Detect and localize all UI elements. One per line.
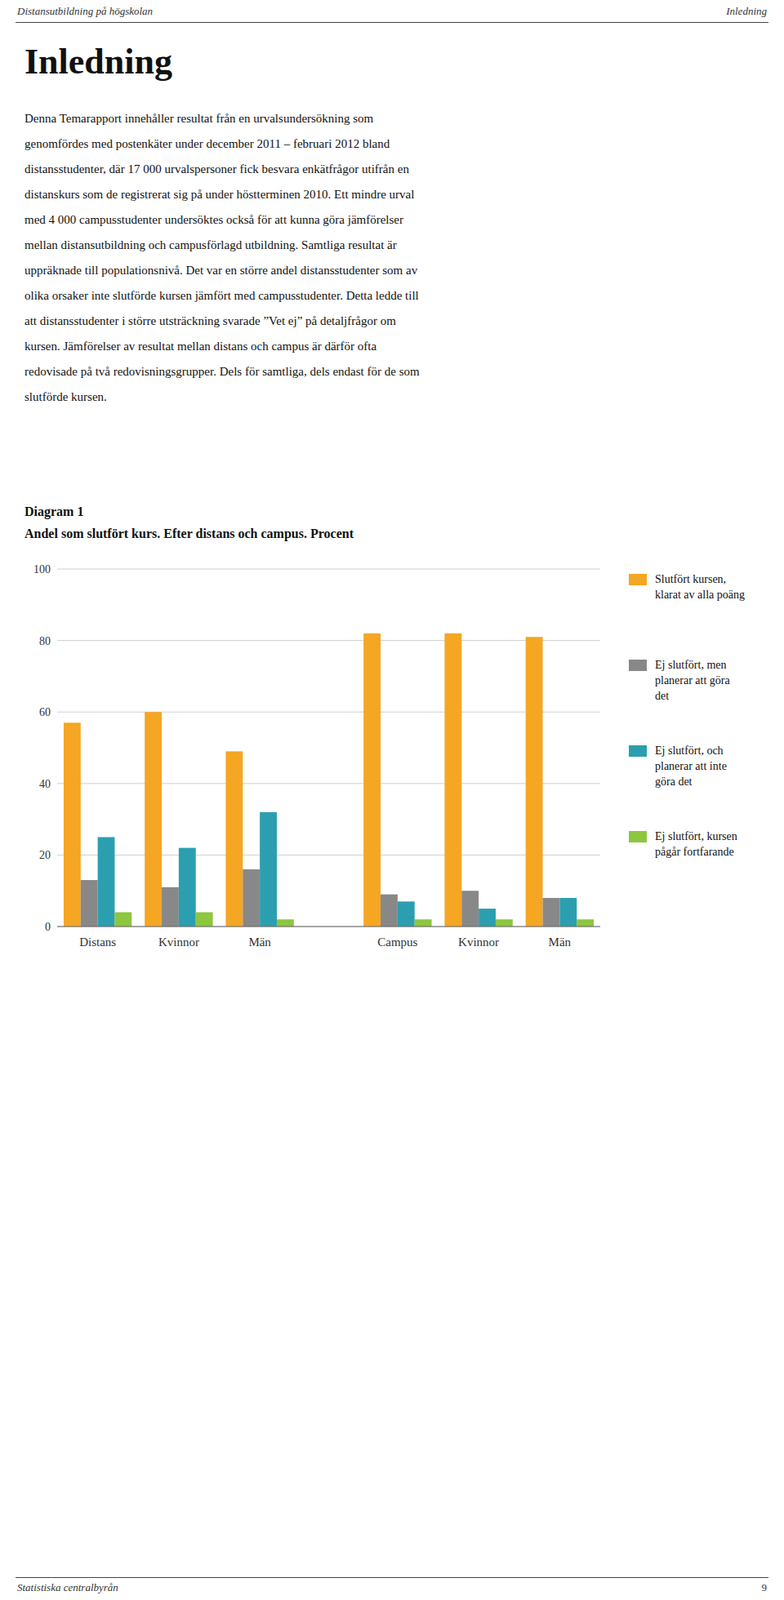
x-tick-label: Distans [79, 935, 116, 949]
intro-line: slutförde kursen. [24, 388, 107, 406]
y-tick-label: 80 [39, 635, 51, 648]
bar [495, 919, 513, 927]
x-axis-line [57, 926, 601, 928]
bar [114, 912, 132, 927]
chart-title: Diagram 1 [24, 504, 84, 520]
intro-line: Denna Temarapport innehåller resultat fr… [24, 110, 374, 127]
bar [525, 637, 544, 927]
bar [161, 887, 179, 927]
legend-entry: Ej slutfört, och planerar att inte göra … [654, 743, 778, 790]
bar [144, 712, 162, 927]
bar [461, 890, 479, 927]
intro-line: kursen. Jämförelser av resultat mellan d… [24, 338, 377, 355]
legend-swatch [628, 745, 647, 758]
bar [543, 898, 561, 927]
bar [259, 812, 277, 927]
header-left: Distansutbildning på högskolan [17, 4, 153, 18]
intro-line: genomfördes med postenkäter under decemb… [24, 135, 390, 152]
grid-line [57, 712, 601, 713]
legend-entry: Slutfört kursen, klarat av alla poäng [654, 571, 778, 603]
bar [63, 722, 81, 927]
legend-entry: Ej slutfört, kursen pågår fortfarande [654, 828, 778, 860]
bar [98, 837, 116, 928]
bars [63, 633, 594, 927]
header-right: Inledning [726, 4, 767, 18]
intro-line: distansstudenter, där 17 000 urvalsperso… [24, 160, 410, 178]
chart-subtitle: Andel som slutfört kurs. Efter distans o… [24, 526, 354, 542]
y-tick-label: 40 [39, 778, 51, 791]
header-rule [15, 22, 769, 23]
intro-line: att distansstudenter i större utsträckni… [24, 312, 397, 330]
intro-line: redovisade på två redovisningsgrupper. D… [24, 363, 420, 380]
bar [444, 633, 462, 927]
x-tick-label: Kvinnor [458, 935, 499, 949]
bar [196, 912, 214, 927]
intro-line: olika orsaker inte slutförde kursen jämf… [24, 287, 419, 304]
footer-right: 9 [761, 1581, 768, 1595]
legend-entry: Ej slutfört, men planerar att göra det [654, 657, 778, 704]
bar [178, 848, 196, 927]
intro-line: med 4 000 campusstudenter undersöktes oc… [24, 211, 404, 228]
bar [242, 869, 260, 927]
bar [559, 898, 577, 927]
bar [80, 880, 98, 927]
x-tick-label: Kvinnor [158, 935, 200, 949]
grid-line [57, 783, 601, 784]
legend-swatch [628, 659, 647, 672]
grid-line [57, 569, 601, 571]
bar [397, 901, 415, 927]
grid-line [57, 855, 601, 856]
footer-left: Statistiska centralbyrån [17, 1581, 119, 1595]
footer-rule [15, 1577, 769, 1579]
intro-line: uppräknade till populationsnivå. Det var… [24, 262, 418, 279]
intro-line: mellan distansutbildning och campusförla… [24, 236, 397, 254]
bar [478, 908, 496, 927]
bar [363, 633, 381, 927]
x-tick-label: Män [548, 935, 572, 949]
x-tick-label: Campus [377, 935, 418, 949]
bar [380, 895, 398, 927]
legend-swatch [628, 574, 647, 586]
chart: 0 20 40 60 80 100 Distans Kvinnor Män Campus Kvinn… [20, 559, 609, 960]
grid-line [57, 926, 601, 928]
legend-swatch [628, 831, 647, 843]
bar [414, 919, 433, 927]
y-tick-label: 100 [33, 563, 51, 576]
bar [225, 751, 243, 927]
y-tick-label: 0 [44, 921, 51, 934]
intro-heading: Inledning [24, 40, 173, 84]
bar [576, 919, 594, 927]
bar [276, 919, 294, 927]
intro-line: distanskurs som de registrerat sig på un… [24, 186, 415, 203]
y-tick-label: 20 [39, 849, 51, 862]
grid-line [57, 640, 601, 642]
x-tick-label: Män [248, 935, 272, 949]
y-tick-label: 60 [39, 706, 51, 719]
